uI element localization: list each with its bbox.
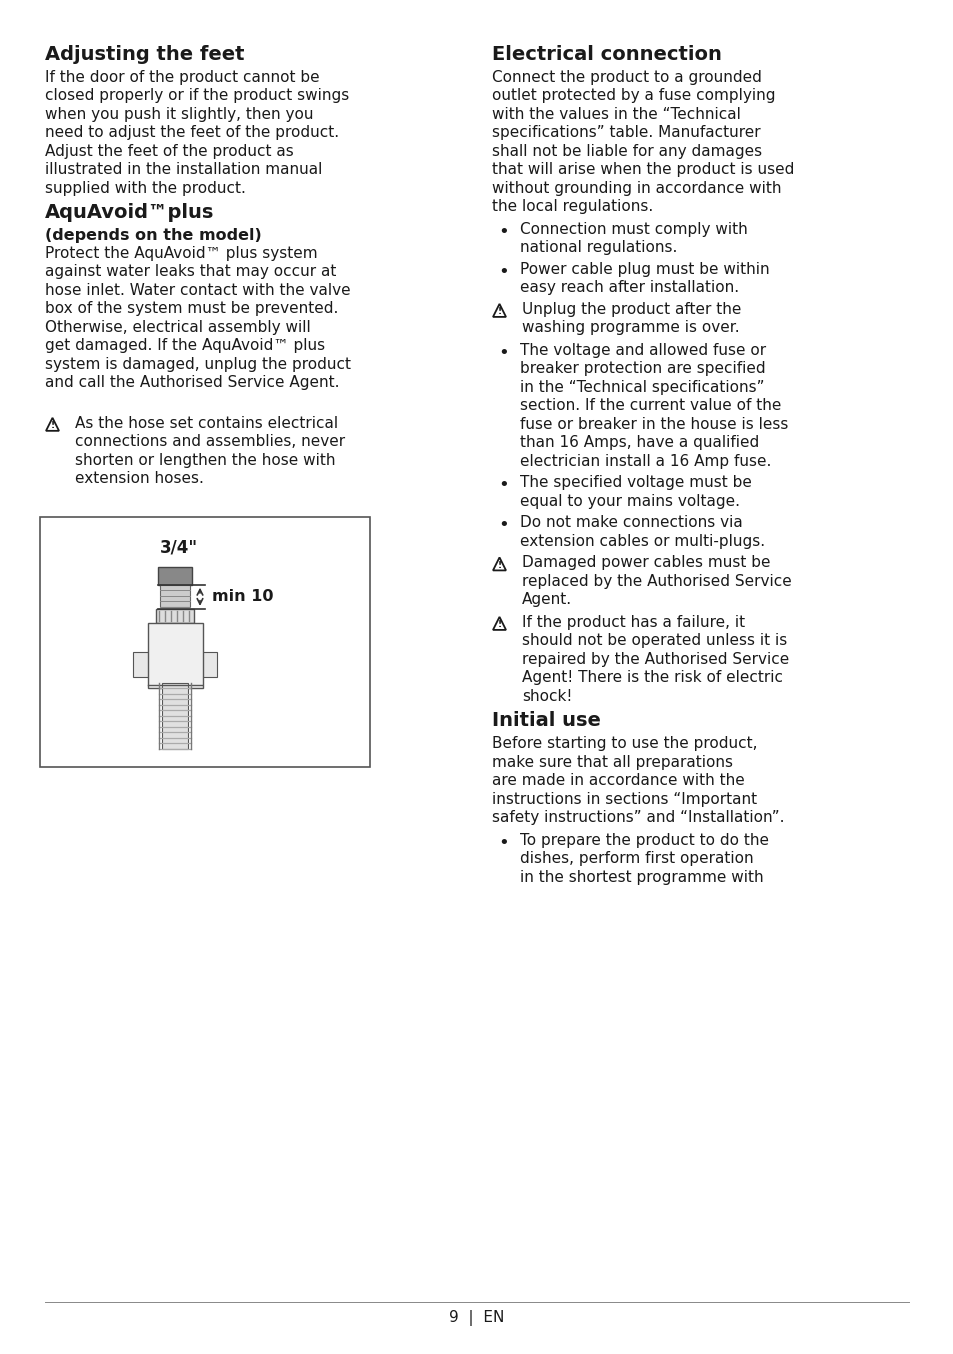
Text: are made in accordance with the: are made in accordance with the [492,773,744,788]
Text: supplied with the product.: supplied with the product. [45,181,246,196]
Text: national regulations.: national regulations. [519,241,677,256]
Text: box of the system must be prevented.: box of the system must be prevented. [45,302,338,317]
Text: Adjust the feet of the product as: Adjust the feet of the product as [45,144,294,158]
Text: Connection must comply with: Connection must comply with [519,222,747,237]
Text: without grounding in accordance with: without grounding in accordance with [492,181,781,196]
Text: hose inlet. Water contact with the valve: hose inlet. Water contact with the valve [45,283,351,298]
Text: 9  |  EN: 9 | EN [449,1311,504,1326]
Text: instructions in sections “Important: instructions in sections “Important [492,792,757,807]
Text: with the values in the “Technical: with the values in the “Technical [492,107,740,122]
Text: should not be operated unless it is: should not be operated unless it is [521,634,786,649]
Text: breaker protection are specified: breaker protection are specified [519,362,765,376]
Text: Otherwise, electrical assembly will: Otherwise, electrical assembly will [45,320,311,334]
Text: in the “Technical specifications”: in the “Technical specifications” [519,380,763,395]
Text: closed properly or if the product swings: closed properly or if the product swings [45,88,349,103]
Text: shock!: shock! [521,689,572,704]
Text: system is damaged, unplug the product: system is damaged, unplug the product [45,357,351,372]
Bar [162,682,188,749]
Text: when you push it slightly, then you: when you push it slightly, then you [45,107,314,122]
Bar [156,609,193,623]
Text: The specified voltage must be: The specified voltage must be [519,475,751,490]
Text: 3/4": 3/4" [160,539,198,556]
Text: !: ! [51,421,54,431]
Text: AquAvoid™plus: AquAvoid™plus [45,203,214,222]
Text: replaced by the Authorised Service: replaced by the Authorised Service [521,574,791,589]
Text: (depends on the model): (depends on the model) [45,229,261,244]
Text: safety instructions” and “Installation”.: safety instructions” and “Installation”. [492,810,783,826]
Text: •: • [497,516,508,535]
Text: the local regulations.: the local regulations. [492,199,653,214]
Text: extension hoses.: extension hoses. [75,471,204,486]
Text: Unplug the product after the: Unplug the product after the [521,302,740,317]
Text: As the hose set contains electrical: As the hose set contains electrical [75,416,337,431]
Text: !: ! [497,620,501,630]
Text: Connect the product to a grounded: Connect the product to a grounded [492,70,761,85]
Text: and call the Authorised Service Agent.: and call the Authorised Service Agent. [45,375,339,390]
Text: than 16 Amps, have a qualified: than 16 Amps, have a qualified [519,436,759,451]
Text: fuse or breaker in the house is less: fuse or breaker in the house is less [519,417,787,432]
Text: repaired by the Authorised Service: repaired by the Authorised Service [521,651,788,668]
Text: outlet protected by a fuse complying: outlet protected by a fuse complying [492,88,775,103]
Text: Agent! There is the risk of electric: Agent! There is the risk of electric [521,670,782,685]
Text: washing programme is over.: washing programme is over. [521,321,739,336]
Text: dishes, perform first operation: dishes, perform first operation [519,852,753,867]
Text: equal to your mains voltage.: equal to your mains voltage. [519,494,740,509]
Text: Damaged power cables must be: Damaged power cables must be [521,555,770,570]
Text: need to adjust the feet of the product.: need to adjust the feet of the product. [45,126,338,141]
Text: Electrical connection: Electrical connection [492,45,721,64]
Text: Power cable plug must be within: Power cable plug must be within [519,261,769,278]
Text: Protect the AquAvoid™ plus system: Protect the AquAvoid™ plus system [45,246,317,261]
Text: •: • [497,263,508,280]
Text: min 10: min 10 [212,589,274,604]
Bar [148,623,203,688]
Text: Do not make connections via: Do not make connections via [519,516,742,531]
Text: If the product has a failure, it: If the product has a failure, it [521,615,744,630]
Text: easy reach after installation.: easy reach after installation. [519,280,739,295]
Text: section. If the current value of the: section. If the current value of the [519,398,781,413]
Text: connections and assemblies, never: connections and assemblies, never [75,435,345,450]
Text: Agent.: Agent. [521,593,572,608]
Text: •: • [497,223,508,241]
Text: !: ! [497,561,501,570]
Text: make sure that all preparations: make sure that all preparations [492,754,732,770]
Text: If the door of the product cannot be: If the door of the product cannot be [45,70,319,85]
Text: electrician install a 16 Amp fuse.: electrician install a 16 Amp fuse. [519,454,771,468]
Bar [160,585,190,607]
Text: in the shortest programme with: in the shortest programme with [519,869,762,884]
Text: •: • [497,834,508,852]
Text: •: • [497,477,508,494]
Text: get damaged. If the AquAvoid™ plus: get damaged. If the AquAvoid™ plus [45,338,325,353]
Text: shorten or lengthen the hose with: shorten or lengthen the hose with [75,452,335,468]
Text: Before starting to use the product,: Before starting to use the product, [492,737,757,751]
Bar [40,517,370,766]
Text: shall not be liable for any damages: shall not be liable for any damages [492,144,761,158]
Text: specifications” table. Manufacturer: specifications” table. Manufacturer [492,126,760,141]
Bar [132,653,151,677]
Bar [199,653,216,677]
Text: that will arise when the product is used: that will arise when the product is used [492,162,794,177]
Text: The voltage and allowed fuse or: The voltage and allowed fuse or [519,343,765,357]
Text: !: ! [497,307,501,317]
Text: against water leaks that may occur at: against water leaks that may occur at [45,264,336,279]
Text: illustrated in the installation manual: illustrated in the installation manual [45,162,322,177]
Bar [158,567,192,585]
Text: Adjusting the feet: Adjusting the feet [45,45,244,64]
Text: Initial use: Initial use [492,711,600,730]
Text: extension cables or multi-plugs.: extension cables or multi-plugs. [519,533,764,548]
Text: •: • [497,344,508,362]
Text: To prepare the product to do the: To prepare the product to do the [519,833,768,848]
